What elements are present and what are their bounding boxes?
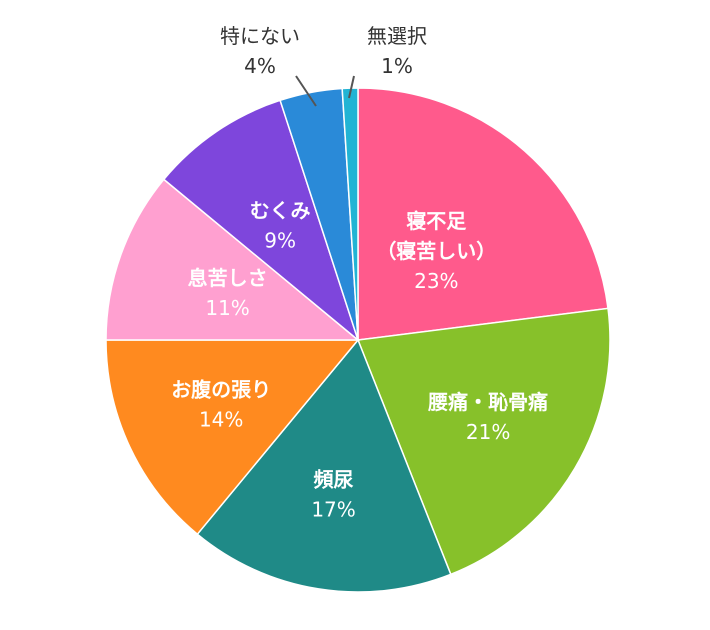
pie-slice [357, 87, 609, 341]
slice-value-label: 11% [205, 296, 249, 320]
leader-line [295, 75, 317, 107]
slice-label: 頻尿 [314, 467, 354, 491]
pie-slice [105, 339, 360, 536]
leader-line [348, 75, 355, 99]
slice-label: むくみ [250, 198, 311, 222]
slice-label: 特にない [220, 24, 300, 48]
slice-value-label: 17% [311, 497, 355, 521]
slice-label: （寝苦しい） [376, 239, 496, 263]
slice-value-label: 4% [244, 54, 276, 78]
slice-label: 無選択 [367, 24, 427, 48]
slice-label: 寝不足 [406, 209, 467, 233]
slice-value-label: 23% [414, 269, 458, 293]
pie-slice [341, 87, 359, 341]
slice-value-label: 9% [264, 228, 296, 252]
slice-label: 腰痛・恥骨痛 [427, 390, 548, 414]
slice-label: お腹の張り [171, 377, 271, 401]
slice-value-label: 1% [381, 54, 413, 78]
pie-slice [196, 338, 452, 593]
slice-value-label: 21% [466, 420, 510, 444]
pie-slice [356, 307, 611, 576]
pie-slice [105, 178, 361, 341]
pie-slice [162, 99, 360, 343]
slice-label: 息苦しさ [188, 266, 268, 290]
slice-value-label: 14% [199, 407, 243, 431]
